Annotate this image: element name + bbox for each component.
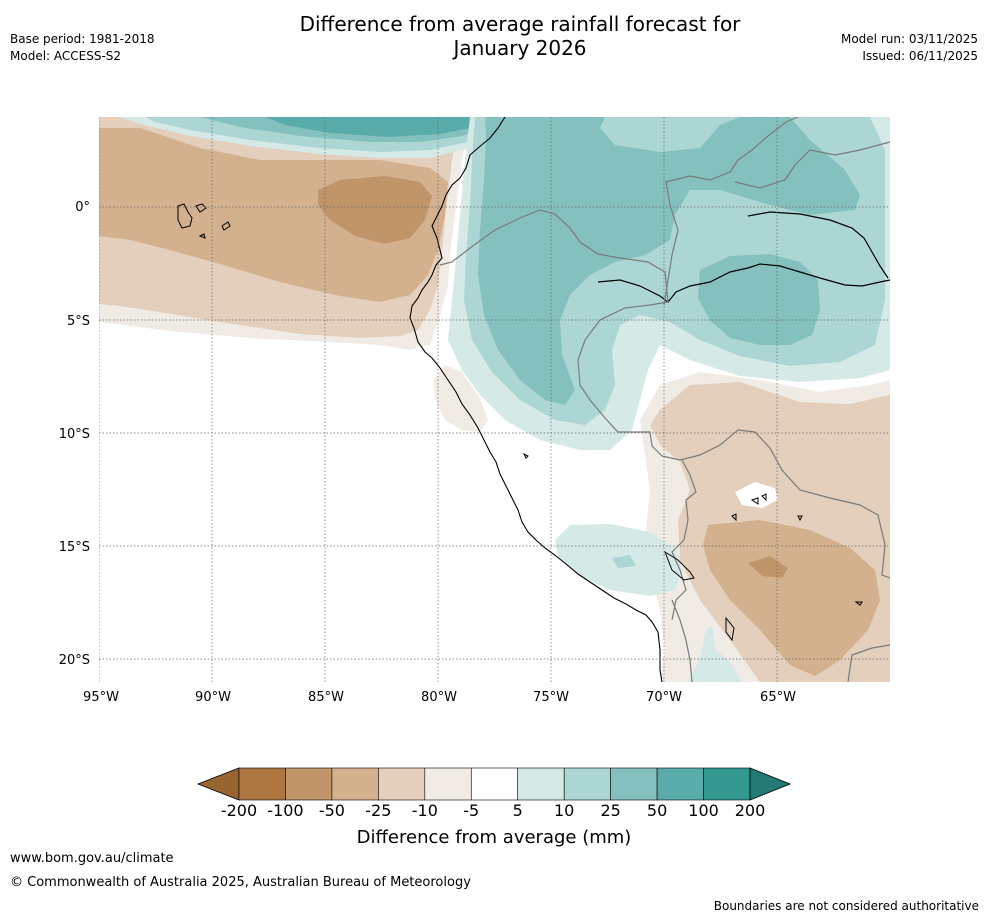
coastline xyxy=(409,117,663,682)
colorbar-tick-label: 25 xyxy=(600,801,620,820)
colorbar-tick-label: -5 xyxy=(463,801,479,820)
contour-wet-bolivia-hole xyxy=(735,482,778,508)
colorbar-segment xyxy=(424,767,472,801)
border-peru-brazil xyxy=(577,301,890,579)
lake-4 xyxy=(797,515,803,522)
colorbar-segment xyxy=(703,767,751,801)
amazon-river xyxy=(597,263,890,303)
lat-label-0: 0° xyxy=(75,200,90,215)
border-bolivia-paraguay xyxy=(847,644,890,682)
lake-2 xyxy=(761,493,767,502)
colorbar-tick-label: 200 xyxy=(735,801,766,820)
colorbar-segment xyxy=(563,767,611,801)
lat-label-15s: 15°S xyxy=(59,540,90,555)
colorbar-segment xyxy=(238,767,286,801)
lake-7 xyxy=(522,452,529,459)
issued-date: Issued: 06/11/2025 xyxy=(862,49,978,63)
contour-dry-se-25 xyxy=(703,520,880,676)
contour-dry-50 xyxy=(318,176,432,244)
map-contours xyxy=(99,117,890,682)
colorbar-segment xyxy=(285,767,333,801)
galapagos-island-1 xyxy=(177,203,193,229)
galapagos-island-4 xyxy=(198,233,206,239)
footer-copyright: © Commonwealth of Australia 2025, Austra… xyxy=(10,875,471,890)
lat-label-5s: 5°S xyxy=(67,314,90,329)
colorbar-tick-label: 5 xyxy=(513,801,523,820)
lake-3 xyxy=(731,513,737,522)
legend-title: Difference from average (mm) xyxy=(357,827,632,848)
lat-label-10s: 10°S xyxy=(59,427,90,442)
colorbar-segment xyxy=(610,767,658,801)
lon-label-65w: 65°W xyxy=(760,690,796,705)
title-line-1: Difference from average rainfall forecas… xyxy=(299,12,741,36)
header-meta-right: Model run: 03/11/2025 Issued: 06/11/2025 xyxy=(841,31,978,65)
model-run: Model run: 03/11/2025 xyxy=(840,32,978,46)
border-peru-bolivia xyxy=(671,459,697,621)
border-venezuela xyxy=(734,141,890,189)
border-chile-bolivia xyxy=(671,599,693,682)
lake-1 xyxy=(750,497,759,505)
lon-label-85w: 85°W xyxy=(308,690,344,705)
contour-wet-top-50 xyxy=(265,117,485,137)
contour-dry-se-50 xyxy=(748,556,788,578)
contour-wet-amazon-25 xyxy=(698,254,820,345)
contour-dry-25 xyxy=(99,128,448,302)
border-colombia-brazil xyxy=(663,117,799,306)
colorbar-tick-label: 100 xyxy=(688,801,719,820)
colorbar-tick-label: -50 xyxy=(319,801,345,820)
colorbar-tick-label: -200 xyxy=(221,801,257,820)
contour-wet-andes-25 xyxy=(478,117,860,405)
colorbar-segment xyxy=(470,767,519,801)
longitude-labels: 95°W 90°W 85°W 80°W 75°W 70°W 65°W xyxy=(83,690,796,705)
colorbar-segment xyxy=(656,767,704,801)
lake-5 xyxy=(725,616,735,642)
colorbar-legend xyxy=(196,767,792,801)
lat-label-20s: 20°S xyxy=(59,653,90,668)
colorbar-tick-label: -100 xyxy=(267,801,303,820)
colorbar-segment xyxy=(517,767,565,801)
colorbar-tick-label: -25 xyxy=(365,801,391,820)
footer-url: www.bom.gov.au/climate xyxy=(10,851,174,866)
contour-wet-altiplano-10 xyxy=(612,555,636,568)
colorbar-tick-labels: -200 -100 -50 -25 -10 -5 5 10 25 50 100 200 xyxy=(221,801,765,820)
rio-negro xyxy=(747,211,889,279)
colorbar-tick-label: 50 xyxy=(647,801,667,820)
lake-6 xyxy=(854,601,863,606)
lake-titicaca xyxy=(663,550,695,581)
colorbar-arrow-high xyxy=(749,767,792,801)
contour-dry-coast-5 xyxy=(434,365,488,432)
border-peru-ecuador xyxy=(439,209,669,303)
footer-boundaries-note: Boundaries are not considered authoritat… xyxy=(713,899,979,913)
galapagos-island-2 xyxy=(195,203,207,213)
title-line-2: January 2026 xyxy=(453,36,587,60)
header-meta-left: Base period: 1981-2018 Model: ACCESS-S2 xyxy=(10,31,155,65)
contour-wet-south-5 xyxy=(688,626,742,682)
gridlines xyxy=(99,117,890,682)
colorbar-arrow-low xyxy=(196,767,240,801)
base-period: Base period: 1981-2018 xyxy=(10,32,155,46)
colorbar-tick-label: 10 xyxy=(554,801,574,820)
latitude-labels: 0° 5°S 10°S 15°S 20°S xyxy=(59,200,90,668)
galapagos-island-3 xyxy=(221,221,231,231)
lon-label-75w: 75°W xyxy=(533,690,569,705)
lon-label-90w: 90°W xyxy=(195,690,231,705)
lon-label-95w: 95°W xyxy=(83,690,119,705)
colorbar-segment xyxy=(331,767,379,801)
lon-label-70w: 70°W xyxy=(646,690,682,705)
model-name: Model: ACCESS-S2 xyxy=(10,49,122,63)
colorbar-tick-label: -10 xyxy=(412,801,438,820)
colorbar-segment xyxy=(378,767,426,801)
lon-label-80w: 80°W xyxy=(421,690,457,705)
